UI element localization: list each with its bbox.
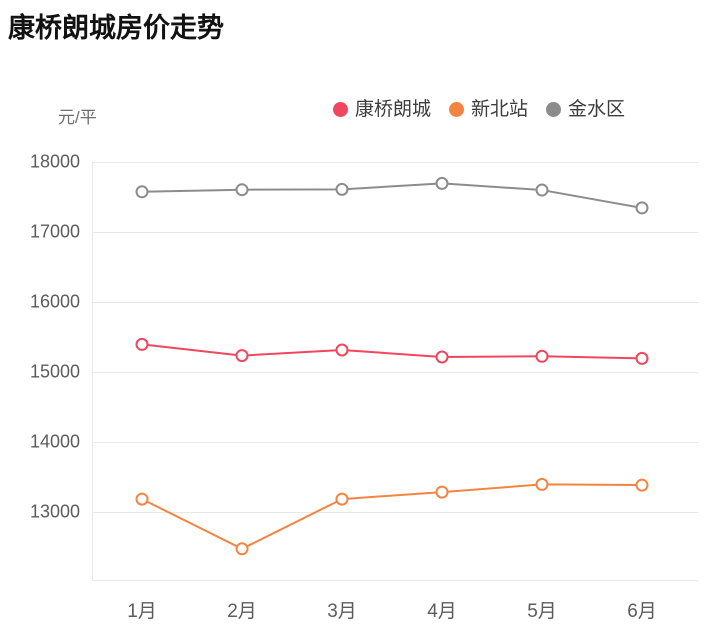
x-axis-tick-label: 5月 [527,601,557,622]
legend-item-1[interactable]: 康桥朗城 [333,100,431,119]
gridline [92,441,698,443]
legend-dot-icon [449,102,465,117]
plot-area [92,161,698,581]
y-axis-line [92,161,93,580]
y-axis-tick-labels: 13000 14000 15000 16000 17000 18000 [0,0,80,640]
x-axis-tick-label: 4月 [427,601,457,622]
y-axis-tick-label: 18000 [29,151,80,172]
x-axis-line [92,580,698,581]
legend-dot-icon [333,102,348,117]
legend-item-label: 康桥朗城 [355,99,432,120]
y-axis-tick-label: 16000 [29,291,80,312]
y-axis-unit-label: 元/平 [58,108,97,127]
page-title: 康桥朗城房价走势 [8,13,224,43]
legend-item-label: 金水区 [568,99,626,120]
legend-item-3[interactable]: 金水区 [546,100,625,119]
x-axis-tick-label: 2月 [227,601,257,622]
gridline [92,161,698,163]
y-axis-tick-label: 13000 [29,501,80,522]
gridline [92,511,698,513]
legend-item-2[interactable]: 新北站 [449,100,528,119]
x-axis-tick-label: 3月 [327,601,357,622]
gridline [92,371,698,373]
y-axis-tick-label: 14000 [29,431,80,452]
chart-legend: 康桥朗城 新北站 金水区 [333,100,625,119]
legend-dot-icon [546,102,562,117]
legend-item-label: 新北站 [471,99,529,120]
x-axis-tick-label: 1月 [127,601,157,622]
x-axis-tick-label: 6月 [627,601,657,622]
x-axis-tick-labels: 1月 2月 3月 4月 5月 6月 [0,596,718,630]
gridline [92,231,698,233]
y-axis-tick-label: 17000 [29,221,80,242]
gridline [92,301,698,303]
y-axis-tick-label: 15000 [29,361,80,382]
